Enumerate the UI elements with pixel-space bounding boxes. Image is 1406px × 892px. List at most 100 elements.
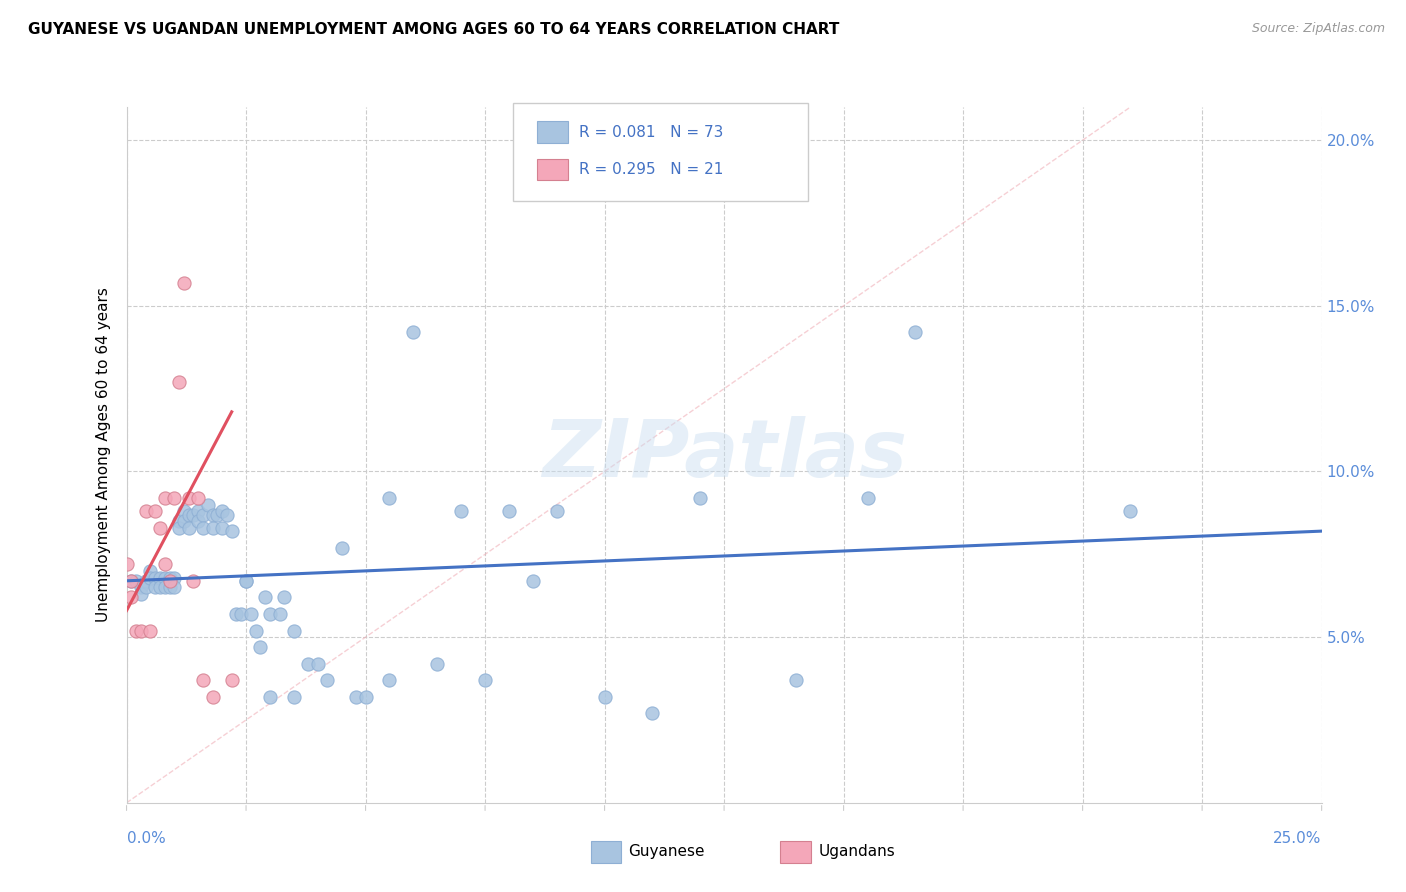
- Point: [593, 690, 616, 704]
- Point: [191, 673, 214, 688]
- Point: [344, 690, 367, 704]
- Point: [129, 581, 152, 595]
- Point: [254, 591, 277, 605]
- Point: [450, 504, 472, 518]
- Point: [125, 574, 148, 588]
- Point: [159, 574, 181, 588]
- Point: [153, 558, 176, 572]
- Point: [167, 521, 190, 535]
- Point: [201, 521, 224, 535]
- Point: [153, 491, 176, 505]
- Point: [259, 607, 281, 621]
- Point: [120, 591, 142, 605]
- Point: [474, 673, 496, 688]
- Point: [201, 508, 224, 522]
- Point: [235, 574, 257, 588]
- Text: Guyanese: Guyanese: [628, 845, 704, 859]
- Point: [283, 690, 305, 704]
- Point: [904, 326, 927, 340]
- Point: [135, 581, 157, 595]
- Point: [1119, 504, 1142, 518]
- Point: [129, 624, 152, 638]
- Point: [173, 276, 195, 290]
- Point: [273, 591, 295, 605]
- Point: [173, 514, 195, 528]
- Point: [187, 491, 209, 505]
- Point: [522, 574, 544, 588]
- Point: [225, 607, 247, 621]
- Point: [163, 491, 186, 505]
- Point: [149, 570, 172, 584]
- Point: [211, 521, 233, 535]
- Point: [167, 375, 190, 389]
- Point: [245, 624, 267, 638]
- Point: [125, 624, 148, 638]
- Point: [153, 581, 176, 595]
- Point: [641, 706, 664, 721]
- Point: [259, 690, 281, 704]
- Point: [191, 521, 214, 535]
- Point: [378, 491, 401, 505]
- Point: [269, 607, 291, 621]
- Point: [426, 657, 449, 671]
- Point: [177, 521, 200, 535]
- Point: [139, 570, 162, 584]
- Point: [378, 673, 401, 688]
- Point: [207, 508, 229, 522]
- Point: [143, 581, 166, 595]
- Point: [143, 570, 166, 584]
- Point: [498, 504, 520, 518]
- Point: [187, 514, 209, 528]
- Point: [163, 570, 186, 584]
- Point: [120, 574, 142, 588]
- Point: [187, 504, 209, 518]
- Point: [139, 624, 162, 638]
- Point: [183, 574, 205, 588]
- Point: [197, 498, 219, 512]
- Text: 0.0%: 0.0%: [127, 830, 166, 846]
- Point: [135, 504, 157, 518]
- Point: [283, 624, 305, 638]
- Point: [231, 607, 253, 621]
- Point: [129, 587, 152, 601]
- Point: [689, 491, 711, 505]
- Point: [330, 541, 353, 555]
- Point: [785, 673, 807, 688]
- Text: R = 0.081   N = 73: R = 0.081 N = 73: [579, 125, 724, 139]
- Point: [856, 491, 879, 505]
- Point: [153, 570, 176, 584]
- Text: R = 0.295   N = 21: R = 0.295 N = 21: [579, 162, 724, 177]
- Point: [143, 504, 166, 518]
- Point: [163, 581, 186, 595]
- Text: Source: ZipAtlas.com: Source: ZipAtlas.com: [1251, 22, 1385, 36]
- Point: [159, 570, 181, 584]
- Text: ZIPatlas: ZIPatlas: [541, 416, 907, 494]
- Point: [139, 564, 162, 578]
- Point: [173, 504, 195, 518]
- Point: [215, 508, 238, 522]
- Point: [159, 581, 181, 595]
- Point: [135, 574, 157, 588]
- Point: [149, 581, 172, 595]
- Point: [354, 690, 377, 704]
- Text: 25.0%: 25.0%: [1274, 830, 1322, 846]
- Text: GUYANESE VS UGANDAN UNEMPLOYMENT AMONG AGES 60 TO 64 YEARS CORRELATION CHART: GUYANESE VS UGANDAN UNEMPLOYMENT AMONG A…: [28, 22, 839, 37]
- Point: [316, 673, 339, 688]
- Text: Ugandans: Ugandans: [818, 845, 896, 859]
- Point: [201, 690, 224, 704]
- Point: [115, 558, 138, 572]
- Point: [239, 607, 262, 621]
- Point: [167, 514, 190, 528]
- Point: [183, 508, 205, 522]
- Point: [191, 508, 214, 522]
- Point: [177, 491, 200, 505]
- Point: [402, 326, 425, 340]
- Point: [307, 657, 329, 671]
- Y-axis label: Unemployment Among Ages 60 to 64 years: Unemployment Among Ages 60 to 64 years: [96, 287, 111, 623]
- Point: [546, 504, 568, 518]
- Point: [211, 504, 233, 518]
- Point: [149, 521, 172, 535]
- Point: [221, 673, 243, 688]
- Point: [235, 574, 257, 588]
- Point: [297, 657, 319, 671]
